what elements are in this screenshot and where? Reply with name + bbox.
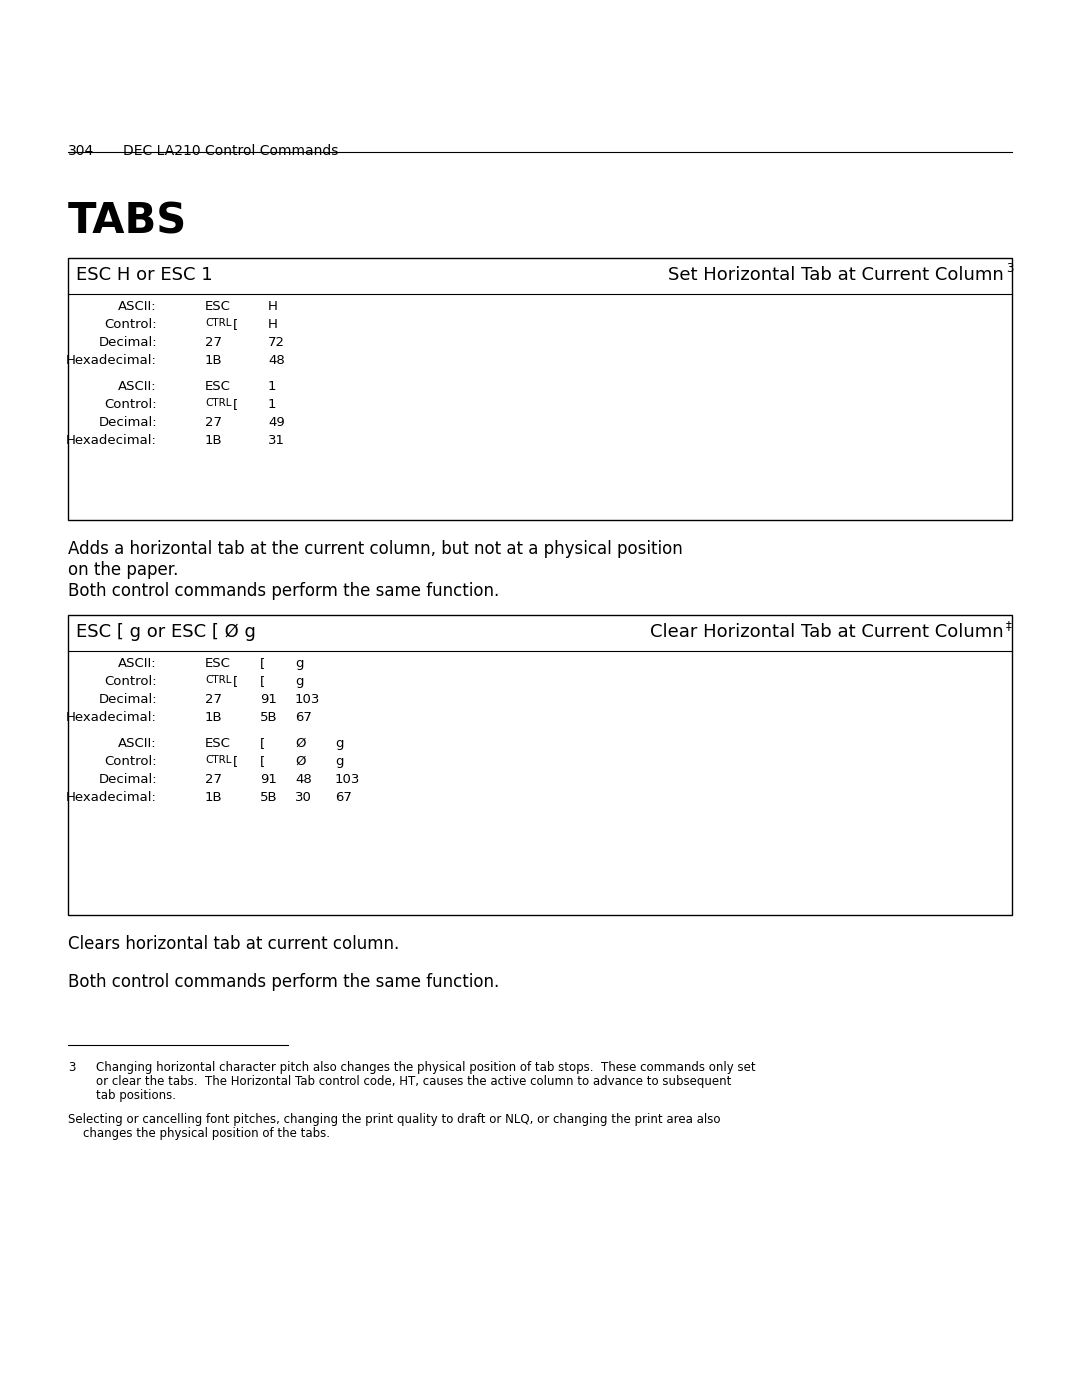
Text: CTRL: CTRL — [205, 675, 231, 685]
Text: ‡: ‡ — [1005, 619, 1012, 631]
Text: 91: 91 — [260, 693, 276, 705]
Text: 30: 30 — [295, 791, 312, 805]
Text: g: g — [335, 754, 343, 768]
Text: Hexadecimal:: Hexadecimal: — [66, 791, 157, 805]
Text: 1B: 1B — [205, 791, 222, 805]
Text: 49: 49 — [268, 416, 285, 429]
Text: 3: 3 — [68, 1060, 76, 1074]
Text: Both control commands perform the same function.: Both control commands perform the same f… — [68, 972, 499, 990]
Text: ESC: ESC — [205, 380, 231, 393]
Text: Hexadecimal:: Hexadecimal: — [66, 434, 157, 447]
Text: Clears horizontal tab at current column.: Clears horizontal tab at current column. — [68, 935, 400, 953]
Text: 48: 48 — [268, 353, 285, 367]
Text: Decimal:: Decimal: — [98, 773, 157, 787]
Text: [: [ — [260, 754, 266, 768]
Text: 1B: 1B — [205, 353, 222, 367]
Text: Clear Horizontal Tab at Current Column: Clear Horizontal Tab at Current Column — [650, 623, 1004, 641]
Text: Decimal:: Decimal: — [98, 693, 157, 705]
Text: Decimal:: Decimal: — [98, 337, 157, 349]
Text: 5B: 5B — [260, 711, 278, 724]
Text: H: H — [268, 319, 278, 331]
Text: Decimal:: Decimal: — [98, 416, 157, 429]
Text: [: [ — [233, 675, 239, 687]
Text: 67: 67 — [295, 711, 312, 724]
Text: or clear the tabs.  The Horizontal Tab control code, HT, causes the active colum: or clear the tabs. The Horizontal Tab co… — [96, 1076, 731, 1088]
Text: g: g — [295, 675, 303, 687]
Text: DEC LA210 Control Commands: DEC LA210 Control Commands — [123, 144, 338, 158]
Text: 72: 72 — [268, 337, 285, 349]
Text: CTRL: CTRL — [205, 754, 231, 766]
Text: H: H — [268, 300, 278, 313]
Text: 27: 27 — [205, 337, 222, 349]
Text: 91: 91 — [260, 773, 276, 787]
Bar — [68, 258, 1012, 520]
Text: Adds a horizontal tab at the current column, but not at a physical position
on t: Adds a horizontal tab at the current col… — [68, 541, 683, 578]
Text: CTRL: CTRL — [205, 398, 231, 408]
Text: 5B: 5B — [260, 791, 278, 805]
Text: [: [ — [233, 398, 239, 411]
Text: Ø: Ø — [295, 754, 306, 768]
Text: 1B: 1B — [205, 434, 222, 447]
Text: 3: 3 — [1005, 263, 1013, 275]
Text: [: [ — [260, 738, 266, 750]
Text: ESC: ESC — [205, 300, 231, 313]
Text: 27: 27 — [205, 416, 222, 429]
Text: ESC [ g or ESC [ Ø g: ESC [ g or ESC [ Ø g — [76, 623, 256, 641]
Text: 103: 103 — [295, 693, 321, 705]
Text: Control:: Control: — [105, 754, 157, 768]
Text: g: g — [295, 657, 303, 671]
Text: ESC H or ESC 1: ESC H or ESC 1 — [76, 265, 213, 284]
Text: Hexadecimal:: Hexadecimal: — [66, 711, 157, 724]
Text: [: [ — [233, 754, 239, 768]
Text: Changing horizontal character pitch also changes the physical position of tab st: Changing horizontal character pitch also… — [96, 1060, 756, 1074]
Text: 31: 31 — [268, 434, 285, 447]
Text: 304: 304 — [68, 144, 94, 158]
Text: Control:: Control: — [105, 675, 157, 687]
Text: Ø: Ø — [295, 738, 306, 750]
Text: [: [ — [260, 657, 266, 671]
Text: Both control commands perform the same function.: Both control commands perform the same f… — [68, 583, 499, 599]
Text: ASCII:: ASCII: — [119, 300, 157, 313]
Text: ASCII:: ASCII: — [119, 657, 157, 671]
Text: 48: 48 — [295, 773, 312, 787]
Text: 103: 103 — [335, 773, 361, 787]
Text: ESC: ESC — [205, 738, 231, 750]
Text: 67: 67 — [335, 791, 352, 805]
Text: ASCII:: ASCII: — [119, 738, 157, 750]
Text: ESC: ESC — [205, 657, 231, 671]
Text: changes the physical position of the tabs.: changes the physical position of the tab… — [68, 1127, 330, 1140]
Text: tab positions.: tab positions. — [96, 1090, 176, 1102]
Text: Set Horizontal Tab at Current Column: Set Horizontal Tab at Current Column — [669, 265, 1004, 284]
Text: 27: 27 — [205, 773, 222, 787]
Text: [: [ — [260, 675, 266, 687]
Text: Control:: Control: — [105, 319, 157, 331]
Text: Hexadecimal:: Hexadecimal: — [66, 353, 157, 367]
Text: [: [ — [233, 319, 239, 331]
Text: 1: 1 — [268, 398, 276, 411]
Bar — [68, 615, 1012, 915]
Text: ASCII:: ASCII: — [119, 380, 157, 393]
Text: g: g — [335, 738, 343, 750]
Text: CTRL: CTRL — [205, 319, 231, 328]
Text: 1B: 1B — [205, 711, 222, 724]
Text: 27: 27 — [205, 693, 222, 705]
Text: TABS: TABS — [68, 200, 187, 242]
Text: Control:: Control: — [105, 398, 157, 411]
Text: Selecting or cancelling font pitches, changing the print quality to draft or NLQ: Selecting or cancelling font pitches, ch… — [68, 1113, 720, 1126]
Text: 1: 1 — [268, 380, 276, 393]
